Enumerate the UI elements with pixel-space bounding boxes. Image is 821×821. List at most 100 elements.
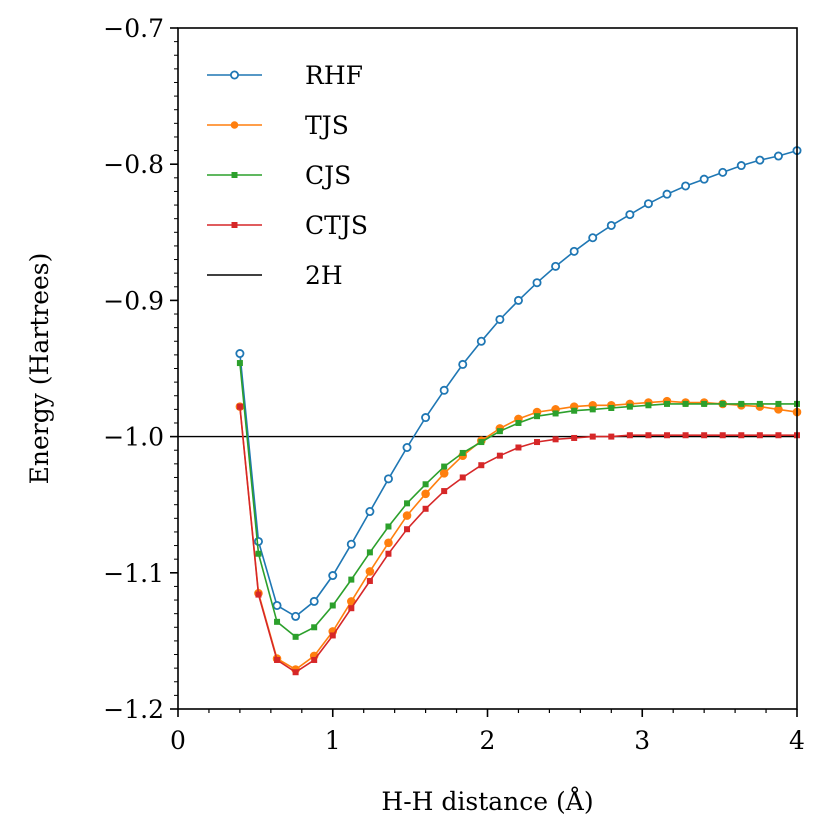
- data-point-ctjs: [756, 432, 763, 439]
- data-point-ctjs: [292, 669, 299, 676]
- data-point-rhf: [662, 189, 672, 199]
- data-point-ctjs: [515, 444, 522, 451]
- data-point-cjs: [496, 428, 503, 435]
- data-point-ctjs: [274, 656, 281, 663]
- data-point-rhf: [718, 167, 728, 177]
- data-point-ctjs: [366, 577, 373, 584]
- legend-label-ctjs: CTJS: [305, 211, 368, 240]
- data-point-cjs: [255, 550, 262, 557]
- data-point-ctjs: [385, 550, 392, 557]
- data-point-rhf: [569, 246, 579, 256]
- series-cjs: [236, 360, 800, 640]
- data-point-cjs: [645, 402, 652, 409]
- data-point-cjs: [422, 481, 429, 488]
- data-point-rhf: [421, 413, 431, 423]
- data-point-ctjs: [571, 434, 578, 441]
- data-point-cjs: [366, 549, 373, 556]
- y-tick-label: −1.1: [103, 559, 164, 588]
- legend-label-rhf: RHF: [305, 61, 363, 90]
- legend-item-2h: 2H: [207, 261, 343, 290]
- data-point-ctjs: [682, 432, 689, 439]
- series-layer: [235, 146, 802, 676]
- data-point-rhf: [476, 336, 486, 346]
- x-tick-label: 4: [789, 726, 805, 755]
- data-point-cjs: [329, 602, 336, 609]
- x-tick-label: 3: [634, 726, 650, 755]
- series-line-tjs: [239, 400, 798, 671]
- data-point-tjs: [421, 489, 430, 499]
- data-point-tjs: [439, 469, 449, 478]
- data-point-ctjs: [255, 591, 262, 598]
- x-tick-label: 2: [480, 726, 496, 755]
- data-point-ctjs: [404, 526, 411, 533]
- legend-item-tjs: TJS: [207, 111, 349, 140]
- legend: RHF TJS CJS CTJS 2H: [207, 61, 368, 290]
- legend-item-cjs: CJS: [207, 161, 351, 190]
- data-point-tjs: [365, 567, 375, 576]
- data-point-ctjs: [626, 432, 633, 439]
- series-line-cjs: [239, 363, 797, 638]
- data-point-ctjs: [441, 488, 448, 495]
- data-point-ctjs: [496, 452, 503, 459]
- data-point-cjs: [348, 576, 355, 583]
- data-point-rhf: [495, 314, 505, 324]
- y-axis-label: Energy (Hartrees): [25, 253, 54, 485]
- data-point-rhf: [643, 199, 653, 209]
- data-point-cjs: [719, 400, 726, 407]
- y-tick-label: −1.2: [103, 695, 164, 724]
- data-point-rhf: [736, 161, 746, 171]
- legend-label-cjs: CJS: [305, 161, 351, 190]
- data-point-cjs: [756, 400, 763, 407]
- legend-marker-rhf: [229, 70, 239, 80]
- data-point-cjs: [236, 360, 243, 367]
- data-point-cjs: [515, 419, 522, 426]
- data-point-rhf: [365, 507, 375, 517]
- data-point-ctjs: [459, 474, 466, 481]
- data-point-cjs: [682, 400, 689, 407]
- data-point-ctjs: [664, 432, 671, 439]
- data-point-rhf: [346, 539, 356, 549]
- legend-marker-ctjs: [231, 222, 238, 228]
- legend-item-ctjs: CTJS: [207, 211, 368, 240]
- data-point-rhf: [513, 295, 523, 305]
- legend-marker-cjs: [231, 172, 238, 178]
- data-point-cjs: [552, 410, 559, 417]
- data-point-rhf: [253, 536, 263, 546]
- data-point-ctjs: [422, 505, 429, 512]
- data-point-rhf: [309, 596, 319, 606]
- legend-label-tjs: TJS: [305, 111, 349, 140]
- x-tick-label: 0: [170, 726, 186, 755]
- data-point-cjs: [441, 463, 448, 470]
- data-point-ctjs: [236, 403, 243, 410]
- data-point-rhf: [235, 349, 245, 359]
- data-point-ctjs: [552, 436, 559, 443]
- data-point-rhf: [625, 210, 635, 220]
- data-point-rhf: [402, 442, 412, 452]
- data-point-ctjs: [311, 656, 318, 663]
- x-axis-label: H-H distance (Å): [381, 786, 593, 816]
- y-tick-label: −1.0: [103, 423, 164, 452]
- y-tick-label: −0.7: [103, 14, 164, 43]
- data-point-rhf: [773, 151, 783, 161]
- data-point-ctjs: [478, 462, 485, 469]
- data-point-cjs: [738, 400, 745, 407]
- data-point-rhf: [272, 600, 282, 610]
- data-point-rhf: [532, 278, 542, 288]
- data-point-tjs: [402, 511, 412, 520]
- data-point-tjs: [384, 538, 393, 548]
- data-point-ctjs: [738, 432, 745, 439]
- data-point-ctjs: [589, 433, 596, 440]
- data-point-ctjs: [719, 432, 726, 439]
- legend-item-rhf: RHF: [207, 61, 363, 90]
- data-point-ctjs: [701, 432, 708, 439]
- legend-marker-tjs: [230, 121, 239, 129]
- data-point-rhf: [458, 359, 468, 369]
- data-point-rhf: [681, 181, 691, 191]
- legend-label-2h: 2H: [305, 261, 343, 290]
- data-point-cjs: [311, 624, 318, 631]
- data-point-rhf: [551, 261, 561, 271]
- data-point-cjs: [404, 500, 411, 507]
- plot-frame: [177, 27, 798, 710]
- data-point-cjs: [571, 407, 578, 414]
